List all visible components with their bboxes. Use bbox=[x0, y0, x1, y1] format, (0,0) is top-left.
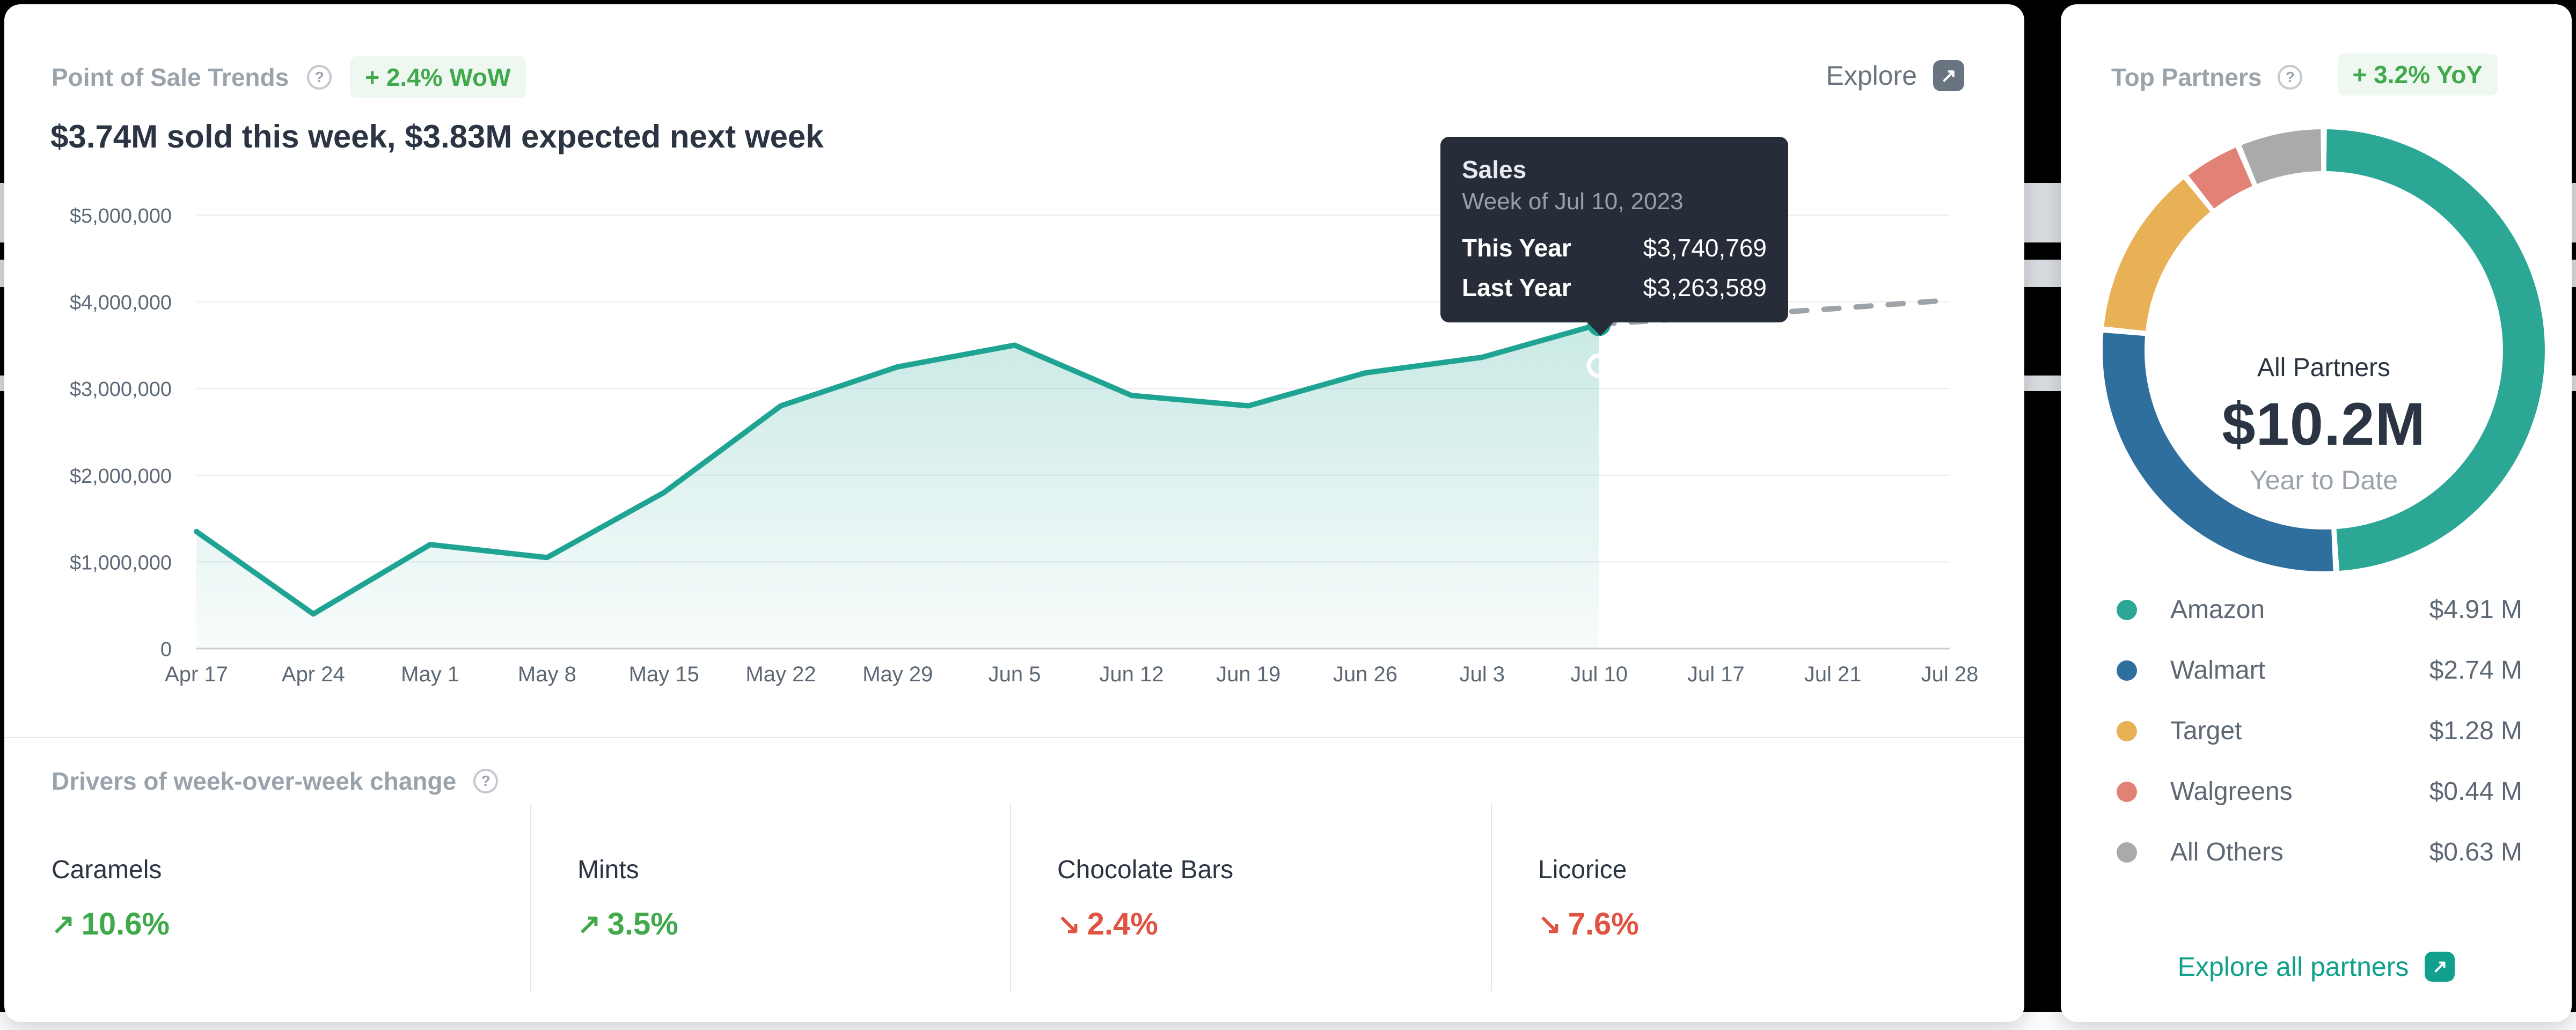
svg-text:$4,000,000: $4,000,000 bbox=[70, 292, 172, 314]
svg-text:Jul 28: Jul 28 bbox=[1921, 663, 1979, 686]
tooltip-subtitle: Week of Jul 10, 2023 bbox=[1462, 188, 1684, 215]
svg-text:$1,000,000: $1,000,000 bbox=[70, 551, 172, 574]
driver-cell: Chocolate Bars ↘ 2.4% bbox=[1010, 804, 1491, 991]
drivers-divider bbox=[4, 737, 2024, 738]
svg-text:Jul 3: Jul 3 bbox=[1460, 663, 1505, 686]
svg-text:$3,000,000: $3,000,000 bbox=[70, 378, 172, 401]
legend-row: Walmart $2.74 M bbox=[2117, 640, 2522, 701]
donut-center-sublabel: Year to Date bbox=[2249, 465, 2398, 495]
svg-text:$5,000,000: $5,000,000 bbox=[70, 205, 172, 227]
help-icon[interactable]: ? bbox=[473, 769, 499, 793]
driver-value: ↘ 7.6% bbox=[1538, 907, 1639, 941]
driver-cell: Licorice ↘ 7.6% bbox=[1491, 804, 2024, 991]
external-link-icon: ↗ bbox=[2425, 952, 2455, 982]
legend-row: All Others $0.63 M bbox=[2117, 822, 2522, 882]
svg-text:May 15: May 15 bbox=[629, 663, 699, 686]
driver-value: ↗ 3.5% bbox=[577, 907, 678, 941]
explore-label: Explore bbox=[1826, 61, 1917, 91]
driver-name: Mints bbox=[577, 856, 639, 884]
yoy-badge: + 3.2% YoY bbox=[2337, 54, 2498, 95]
driver-cell: Mints ↗ 3.5% bbox=[530, 804, 1010, 991]
explore-link[interactable]: Explore ↗ bbox=[1826, 60, 1964, 91]
svg-text:$2,000,000: $2,000,000 bbox=[70, 465, 172, 488]
svg-text:Jun 19: Jun 19 bbox=[1216, 663, 1280, 686]
svg-text:May 8: May 8 bbox=[518, 663, 576, 686]
driver-name: Caramels bbox=[52, 856, 162, 884]
svg-text:Jul 10: Jul 10 bbox=[1570, 663, 1628, 686]
donut-center-total: $10.2M bbox=[2222, 391, 2426, 458]
trend-arrow-icon: ↘ bbox=[1538, 908, 1562, 940]
legend-row: Walgreens $0.44 M bbox=[2117, 761, 2522, 822]
trend-arrow-icon: ↗ bbox=[52, 908, 75, 940]
pos-line-chart[interactable]: $5,000,000 $4,000,000 $3,000,000 $2,000,000… bbox=[4, 4, 2024, 1022]
driver-name: Chocolate Bars bbox=[1057, 856, 1234, 884]
svg-text:May 29: May 29 bbox=[862, 663, 933, 686]
svg-text:Apr 17: Apr 17 bbox=[165, 663, 228, 686]
tooltip-row: This Year $3,740,769 bbox=[1462, 234, 1767, 262]
svg-text:May 22: May 22 bbox=[745, 663, 816, 686]
driver-cell: Caramels ↗ 10.6% bbox=[4, 804, 530, 991]
drivers-row: Caramels ↗ 10.6% Mints ↗ 3.5% Chocolate … bbox=[4, 804, 2024, 991]
explore-all-partners-label: Explore all partners bbox=[2177, 952, 2409, 982]
tooltip-title: Sales bbox=[1462, 156, 1527, 183]
legend-row: Amazon $4.91 M bbox=[2117, 579, 2522, 640]
svg-text:Jun 5: Jun 5 bbox=[989, 663, 1041, 686]
legend-dot bbox=[2117, 599, 2137, 620]
svg-text:Apr 24: Apr 24 bbox=[282, 663, 345, 686]
svg-text:0: 0 bbox=[160, 638, 172, 661]
svg-text:Jul 21: Jul 21 bbox=[1804, 663, 1862, 686]
svg-text:Jul 17: Jul 17 bbox=[1687, 663, 1745, 686]
tooltip-row: Last Year $3,263,589 bbox=[1462, 274, 1767, 301]
partners-legend: Amazon $4.91 M Walmart $2.74 M Target $1… bbox=[2117, 579, 2522, 882]
pos-trends-header: Point of Sale Trends ? + 2.4% WoW bbox=[52, 56, 526, 98]
legend-dot bbox=[2117, 842, 2137, 863]
driver-value: ↗ 10.6% bbox=[52, 907, 170, 941]
chart-tooltip: Sales Week of Jul 10, 2023 This Year $3,… bbox=[1440, 137, 1788, 336]
wow-badge: + 2.4% WoW bbox=[350, 56, 526, 98]
donut-center-label: All Partners bbox=[2257, 354, 2391, 382]
legend-dot bbox=[2117, 781, 2137, 802]
trend-arrow-icon: ↗ bbox=[577, 908, 601, 940]
drivers-title: Drivers of week-over-week change bbox=[52, 767, 457, 795]
driver-value: ↘ 2.4% bbox=[1057, 907, 1158, 941]
pos-trends-card: Point of Sale Trends ? + 2.4% WoW Explor… bbox=[4, 4, 2024, 1022]
svg-text:Jun 12: Jun 12 bbox=[1099, 663, 1163, 686]
partners-donut-chart[interactable] bbox=[2061, 87, 2572, 613]
legend-row: Target $1.28 M bbox=[2117, 701, 2522, 761]
svg-text:May 1: May 1 bbox=[401, 663, 459, 686]
explore-all-partners-link[interactable]: Explore all partners ↗ bbox=[2061, 951, 2572, 982]
legend-dot bbox=[2117, 720, 2137, 741]
driver-name: Licorice bbox=[1538, 856, 1627, 884]
top-partners-header: Top Partners ? bbox=[2111, 58, 2303, 97]
top-partners-title: Top Partners bbox=[2111, 63, 2262, 91]
help-icon[interactable]: ? bbox=[2278, 65, 2303, 90]
pos-trends-title: Point of Sale Trends bbox=[52, 63, 289, 91]
top-partners-card: Top Partners ? + 3.2% YoY All Partners $… bbox=[2061, 4, 2572, 1022]
legend-dot bbox=[2117, 660, 2137, 681]
pos-trends-headline: $3.74M sold this week, $3.83M expected n… bbox=[50, 119, 824, 154]
drivers-header: Drivers of week-over-week change ? bbox=[52, 762, 499, 800]
help-icon[interactable]: ? bbox=[307, 65, 332, 90]
external-link-icon: ↗ bbox=[1933, 60, 1964, 91]
svg-text:Jun 26: Jun 26 bbox=[1333, 663, 1397, 686]
trend-arrow-icon: ↘ bbox=[1057, 908, 1081, 940]
